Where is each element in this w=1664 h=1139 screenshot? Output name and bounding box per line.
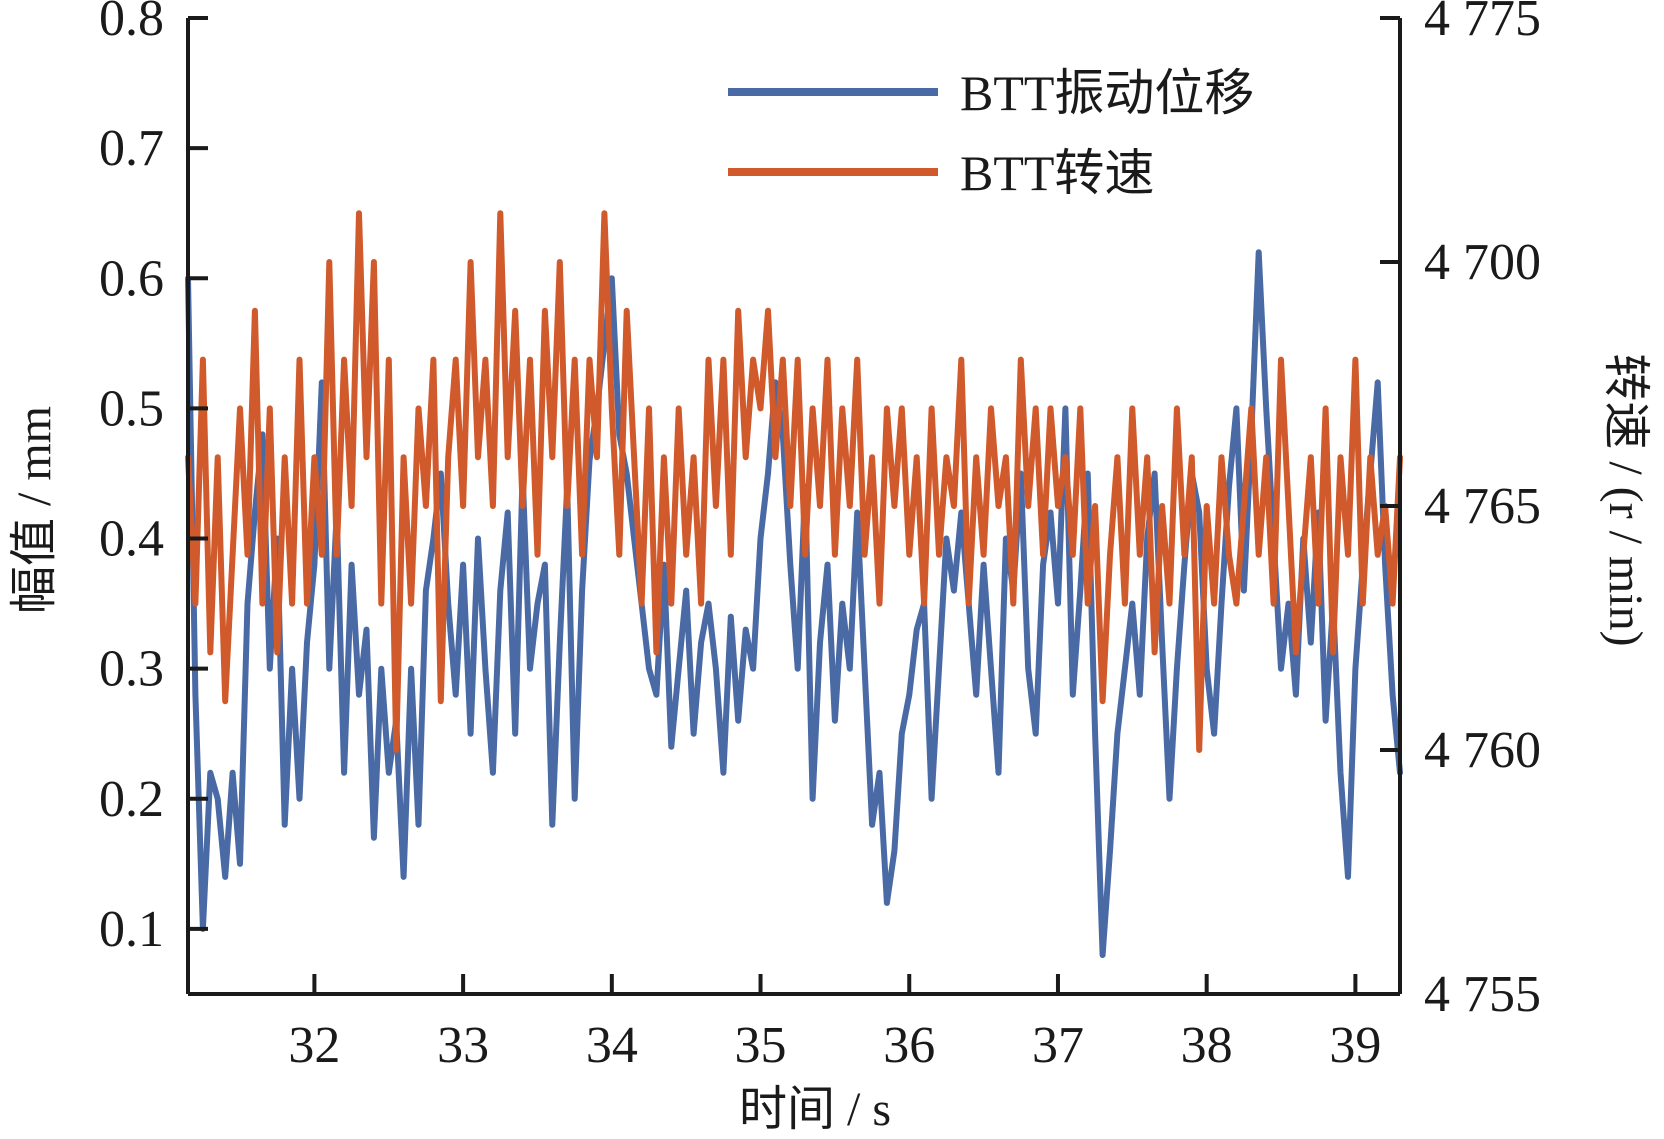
y-left-tick-label: 0.5 [99, 380, 164, 437]
y-right-tick-label: 4 755 [1424, 966, 1541, 1023]
y-left-tick-label: 0.6 [99, 250, 164, 307]
axes-layer: 32 33 34 35 36 37 38 39 0.1 0.2 0.3 0.4 0.5 0.6 0.7 0.8… [99, 0, 1541, 1074]
y-left-tick-label: 0.8 [99, 0, 164, 47]
y-left-tick-label: 0.7 [99, 120, 164, 177]
x-tick-label: 37 [1032, 1017, 1084, 1074]
legend-label-speed: BTT转速 [960, 145, 1154, 201]
x-tick-label: 35 [735, 1017, 787, 1074]
y-left-tick-label: 0.3 [99, 641, 164, 698]
y-right-tick-label: 4 765 [1424, 478, 1541, 535]
y-right-tick-label: 4 700 [1424, 234, 1541, 291]
y-right-tick-label: 4 760 [1424, 722, 1541, 779]
x-tick-label: 33 [437, 1017, 489, 1074]
legend-label-vibration: BTT振动位移 [960, 65, 1254, 121]
legend: BTT振动位移 BTT转速 [728, 65, 1254, 201]
y-axis-left-title: 幅值 / mm [8, 406, 61, 614]
y-right-tick-label: 4 775 [1424, 0, 1541, 47]
x-axis-title: 时间 / s [739, 1083, 891, 1134]
y-left-tick-label: 0.4 [99, 511, 164, 568]
x-tick-label: 38 [1181, 1017, 1233, 1074]
x-tick-label: 39 [1329, 1017, 1381, 1074]
y-left-tick-label: 0.2 [99, 771, 164, 828]
series-line-speed [185, 210, 1403, 753]
series-line-vibration [185, 249, 1403, 958]
series-layer [185, 210, 1403, 958]
y-left-tick-label: 0.1 [99, 901, 164, 958]
y-axis-right-title: 转速 / (r / min) [1599, 353, 1652, 646]
x-tick-label: 34 [586, 1017, 638, 1074]
x-tick-label: 32 [288, 1017, 340, 1074]
x-tick-label: 36 [883, 1017, 935, 1074]
